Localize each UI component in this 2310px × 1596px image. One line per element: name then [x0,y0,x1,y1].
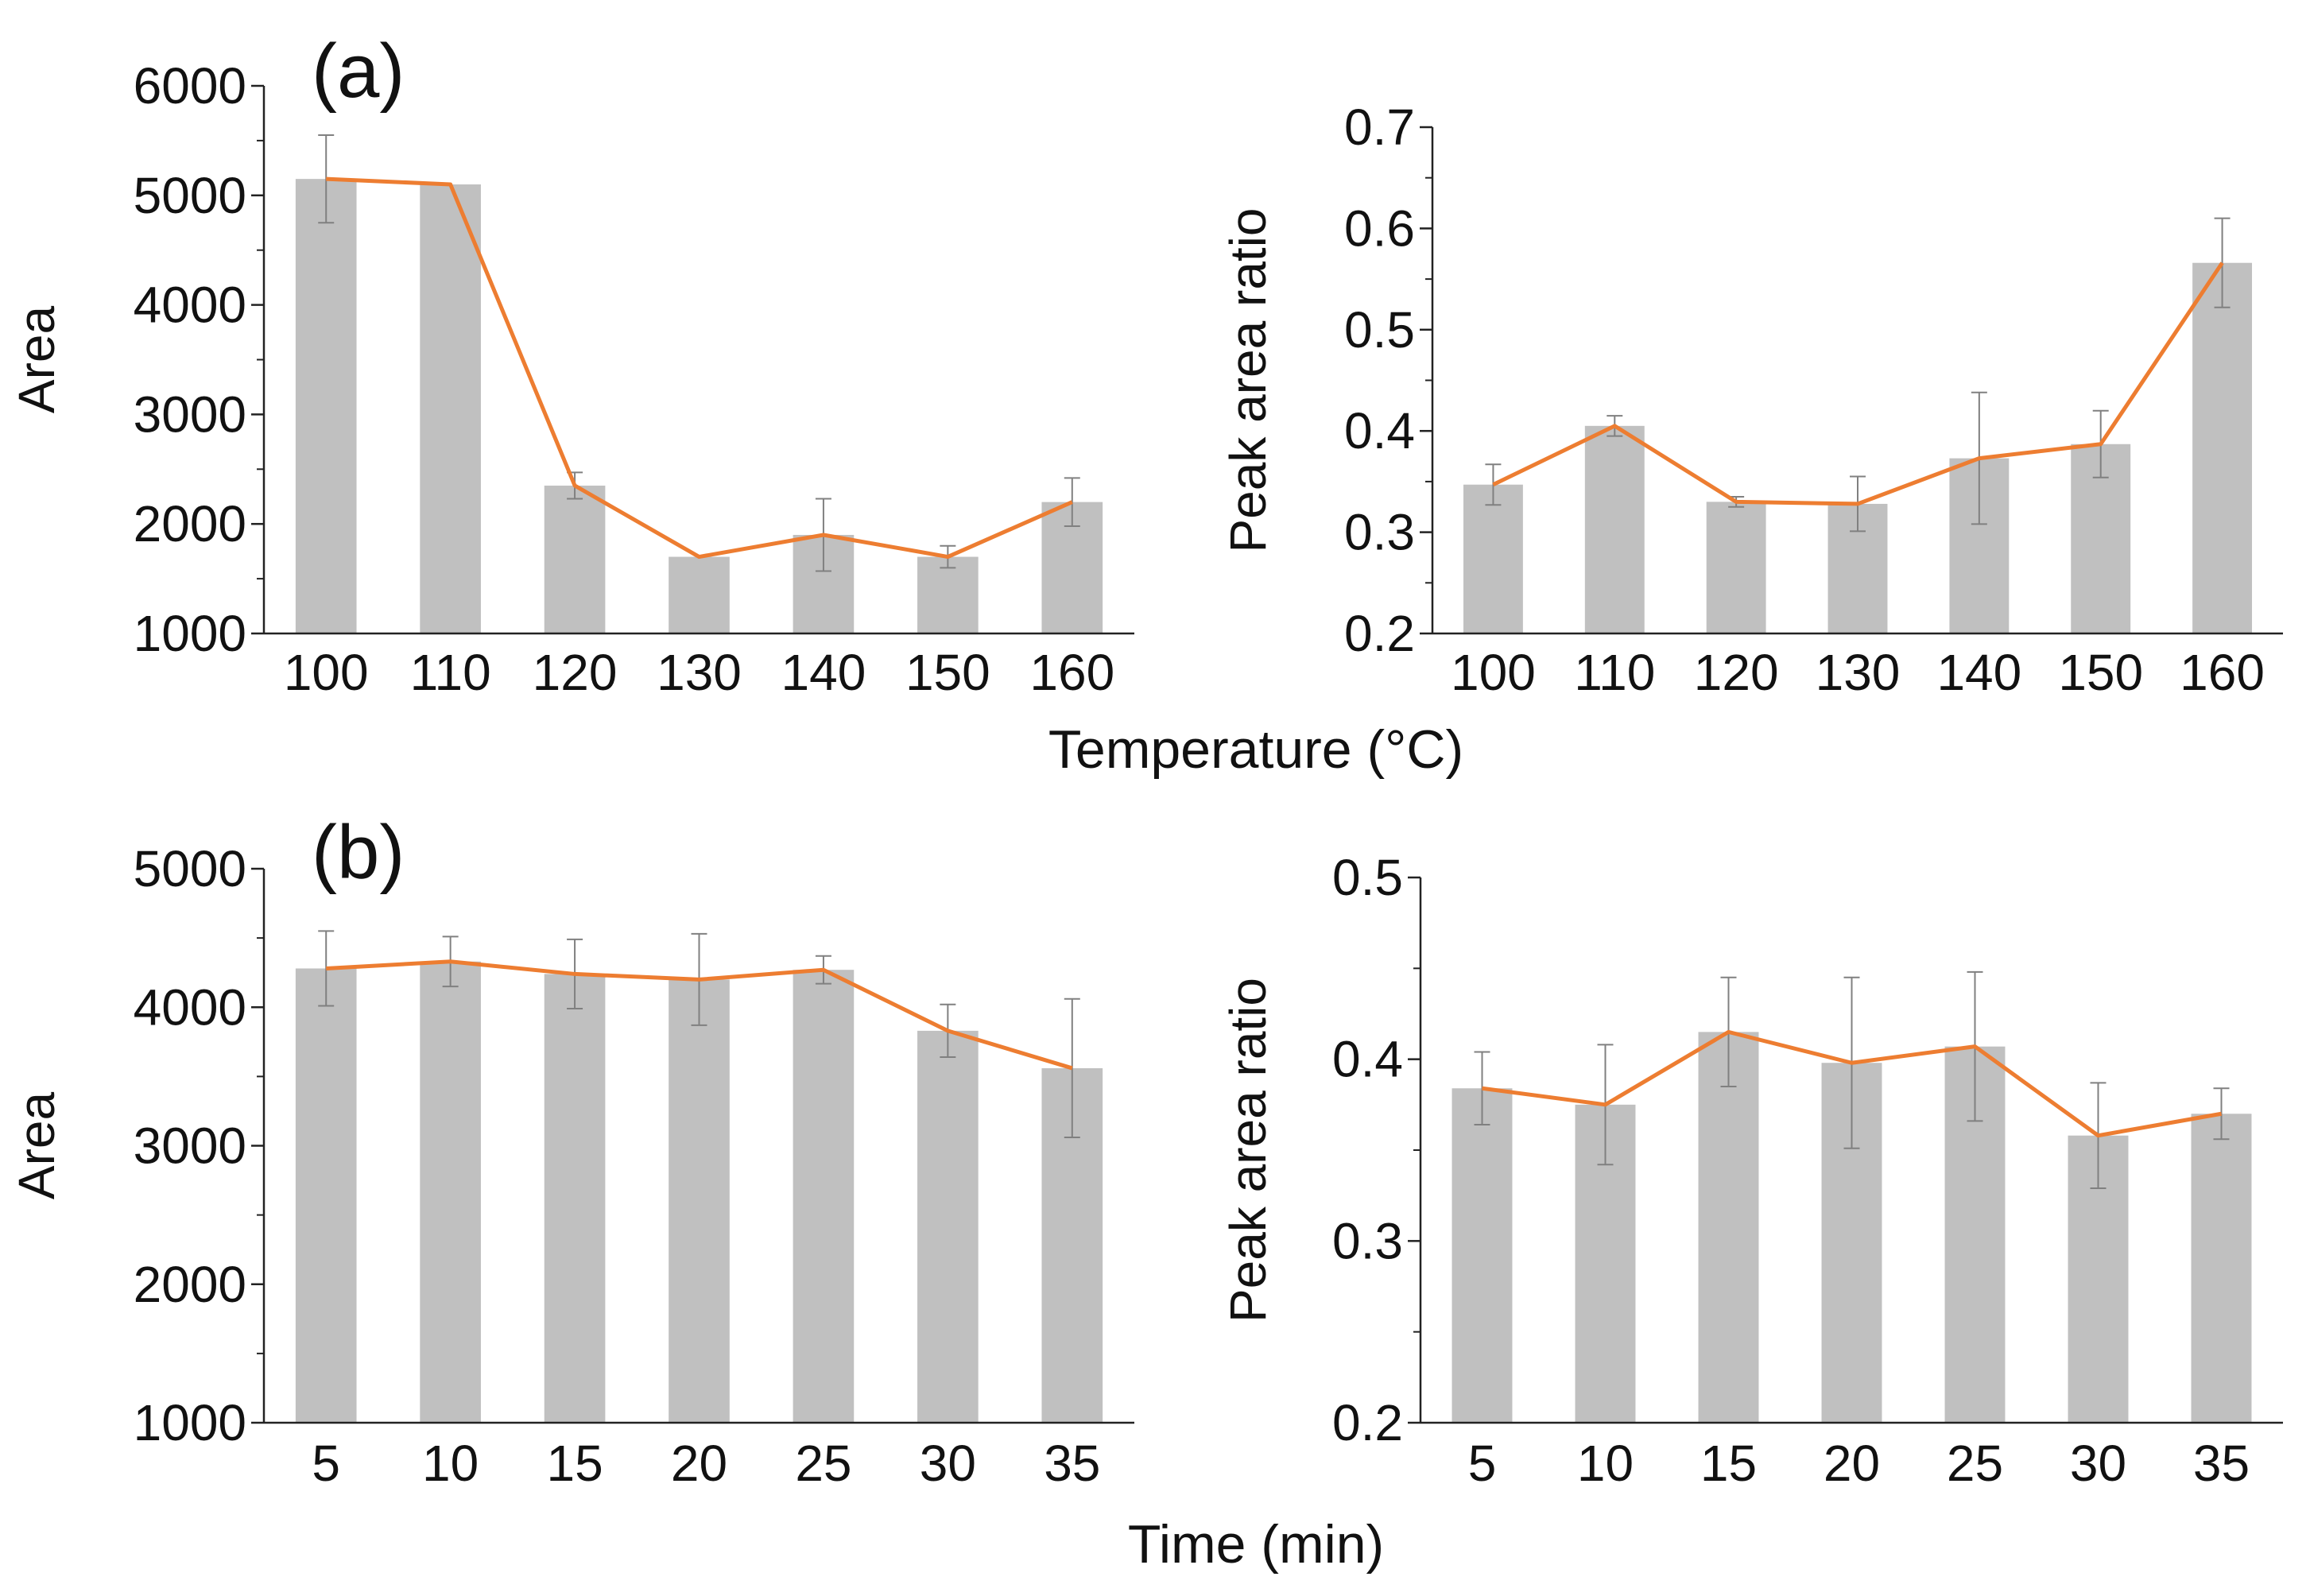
bar [793,970,855,1423]
y-tick-label: 0.5 [1332,849,1403,906]
x-tick-label: 25 [795,1435,851,1492]
x-tick-label: 5 [312,1435,340,1492]
bar [295,179,357,633]
chart-area-vs-time: 1000 2000 3000 4000 5000 5 10 15 20 25 30 35 Area [8,840,1134,1492]
x-tick-label: 150 [2058,644,2143,701]
y-tick-label: 6000 [134,57,246,114]
bar [1452,1088,1513,1423]
bar [1698,1032,1759,1423]
x-tick-label: 120 [1694,644,1779,701]
y-tick-label: 0.6 [1344,200,1415,257]
bar [1706,502,1766,633]
x-tick-label: 160 [1029,644,1114,701]
y-tick-label: 2000 [134,495,246,552]
bar [420,961,481,1423]
x-tick-label: 15 [546,1435,603,1492]
bar [917,1030,979,1423]
y-tick-label: 2000 [134,1256,246,1313]
temperature-axis-title: Temperature (°C) [1048,719,1463,780]
x-tick-label: 15 [1700,1435,1757,1492]
x-tick-label: 100 [1451,644,1536,701]
y-tick-label: 3000 [134,385,246,443]
bar [669,556,730,633]
bar [1463,484,1523,633]
y-tick-label: 0.4 [1344,402,1415,459]
y-tick-label: 5000 [134,167,246,224]
y-tick-label: 1000 [134,605,246,662]
chart-ratio-vs-temperature: 0.2 0.3 0.4 0.5 0.6 0.7 100 110 120 130 140 150 160 P… [1219,99,2283,701]
x-tick-label: 25 [1947,1435,2003,1492]
y-tick-label: 0.2 [1344,605,1415,662]
x-tick-label: 100 [284,644,369,701]
x-tick-label: 160 [2180,644,2265,701]
x-tick-label: 30 [2070,1435,2126,1492]
y-tick-label: 0.4 [1332,1031,1403,1088]
y-tick-label: 4000 [134,978,246,1036]
y-tick-label: 0.2 [1332,1394,1403,1451]
error-bar [1485,463,1502,506]
x-tick-label: 130 [657,644,742,701]
time-axis-title: Time (min) [1128,1514,1384,1575]
x-tick-label: 140 [781,644,866,701]
y-tick-label: 0.7 [1344,99,1415,156]
y-tick-label: 0.5 [1344,301,1415,358]
bar [420,184,481,633]
x-tick-label: 35 [2193,1435,2250,1492]
bar [917,556,979,633]
x-tick-label: 35 [1044,1435,1100,1492]
x-tick-label: 140 [1936,644,2021,701]
chart-area-vs-temperature: 1000 2000 3000 4000 5000 6000 100 110 120 130 140 1… [8,57,1134,701]
error-bar [2213,1087,2230,1141]
y-tick-label: 1000 [134,1394,246,1451]
panel-label-b: (b) [312,810,405,895]
y-tick-label: 4000 [134,277,246,334]
trend-line [326,176,1073,560]
y-axis-title: Peak area ratio [1219,207,1277,552]
bar [2192,262,2253,633]
y-axis-title: Area [8,306,65,414]
x-tick-label: 20 [1824,1435,1880,1492]
y-axis-title: Peak area ratio [1219,978,1277,1323]
bar [1584,425,1645,633]
chart-ratio-vs-time: 0.2 0.3 0.4 0.5 5 10 15 20 25 30 35 Peak area ratio [1219,849,2283,1492]
panel-label-a: (a) [312,29,405,114]
bar [669,979,730,1423]
bar [544,485,606,633]
trend-line [326,959,1073,1071]
x-tick-label: 10 [422,1435,479,1492]
bar [2191,1114,2252,1423]
x-tick-label: 5 [1468,1435,1497,1492]
x-tick-label: 120 [533,644,618,701]
trend-line [1482,1029,2222,1138]
y-tick-label: 0.3 [1332,1212,1403,1269]
x-tick-label: 150 [905,644,990,701]
x-tick-label: 10 [1577,1435,1634,1492]
bar [544,974,606,1423]
trend-line [1492,261,2224,506]
y-tick-label: 5000 [134,840,246,897]
x-tick-label: 20 [671,1435,727,1492]
x-tick-label: 30 [920,1435,976,1492]
y-tick-label: 3000 [134,1118,246,1175]
x-tick-label: 130 [1816,644,1901,701]
y-tick-label: 0.3 [1344,504,1415,561]
x-tick-label: 110 [1574,644,1655,701]
bar [295,968,357,1423]
x-tick-label: 110 [410,644,491,701]
y-axis-title: Area [8,1092,65,1200]
